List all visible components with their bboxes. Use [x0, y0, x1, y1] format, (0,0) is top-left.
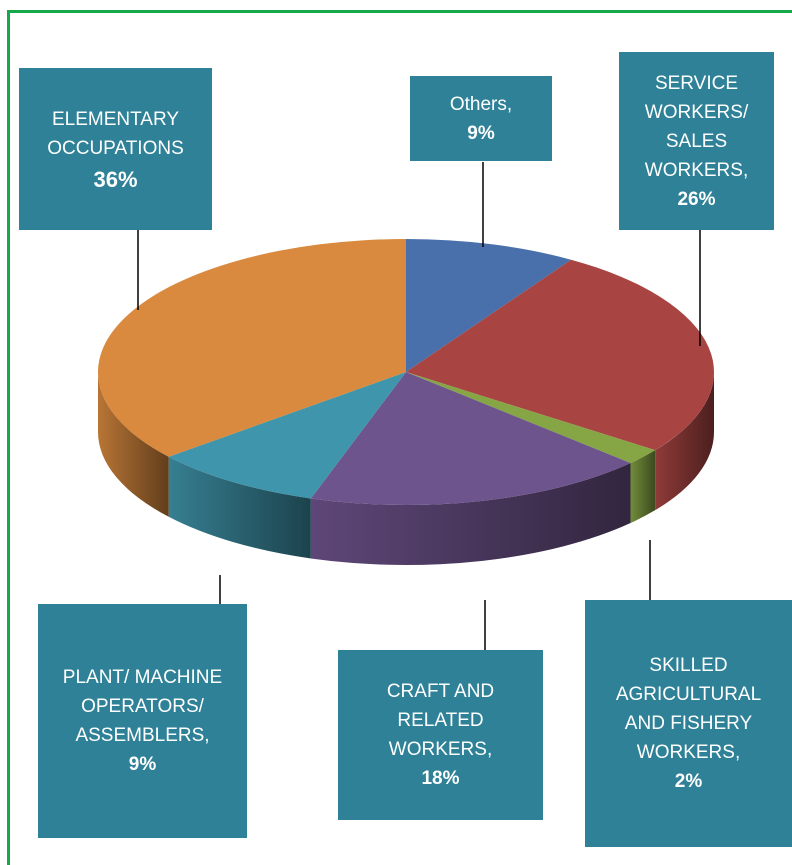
slice-label-craft-related: CRAFT AND RELATED WORKERS,	[386, 681, 495, 760]
pie-slice-service-workers	[406, 259, 714, 451]
slice-label-elementary-occupations: ELEMENTARY OCCUPATIONS	[47, 108, 184, 159]
slice-value-others: 9%	[467, 122, 495, 144]
slice-label-service-workers: SERVICE WORKERS/ SALES WORKERS,	[644, 72, 749, 181]
callout-service-workers: SERVICE WORKERS/ SALES WORKERS, 26%	[619, 52, 774, 230]
slice-value-craft-related: 18%	[421, 768, 460, 789]
slice-value-service-workers: 26%	[677, 188, 716, 210]
pie-side-skilled-agricultural	[630, 450, 656, 524]
pie-side-service-workers	[655, 372, 714, 511]
pie-side-elementary-occupations	[98, 372, 169, 517]
pie-side-craft-and	[310, 463, 631, 565]
pie-slice-craft-and	[310, 372, 631, 505]
pie-slice-skilled-agricultural	[406, 372, 656, 464]
callout-others: Others, 9%	[410, 76, 552, 161]
slice-label-skilled-agricultural: SKILLED AGRICULTURAL AND FISHERY WORKERS…	[615, 655, 762, 763]
slice-label-others: Others,	[449, 93, 513, 115]
callout-craft-related: CRAFT AND RELATED WORKERS, 18%	[338, 650, 543, 820]
callout-plant-machine: PLANT/ MACHINE OPERATORS/ ASSEMBLERS, 9%	[38, 604, 247, 838]
callout-elementary-occupations: ELEMENTARY OCCUPATIONS 36%	[19, 68, 212, 230]
pie-side-plant-machine	[168, 456, 311, 559]
slice-value-skilled-agricultural: 2%	[674, 771, 703, 792]
pie-slice-elementary-occupations	[97, 239, 406, 457]
pie-slice-plant-machine	[168, 372, 406, 499]
callout-skilled-agricultural: SKILLED AGRICULTURAL AND FISHERY WORKERS…	[585, 600, 792, 847]
slice-label-plant-machine: PLANT/ MACHINE OPERATORS/ ASSEMBLERS,	[62, 667, 223, 746]
slice-value-elementary-occupations: 36%	[93, 166, 138, 192]
pie-slice-others	[406, 239, 572, 372]
slice-value-plant-machine: 9%	[128, 754, 157, 775]
chart-frame	[7, 10, 792, 865]
